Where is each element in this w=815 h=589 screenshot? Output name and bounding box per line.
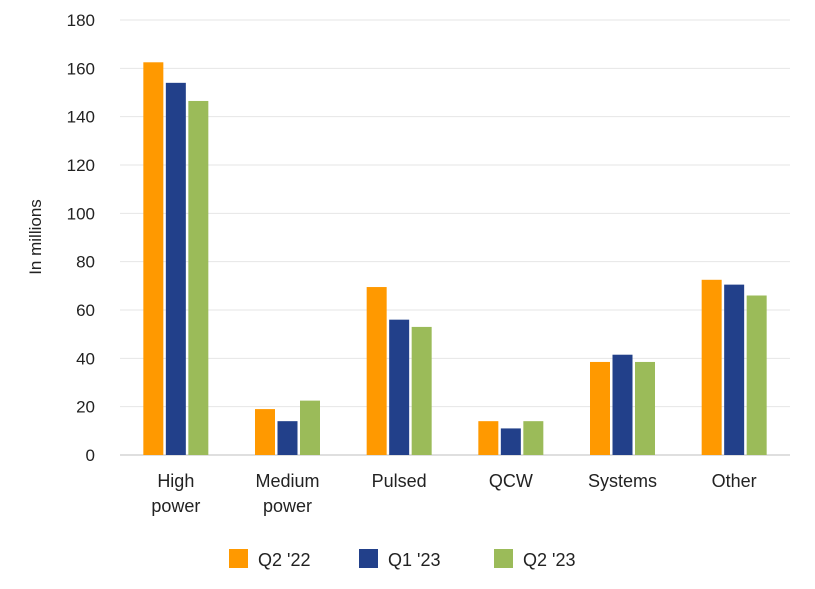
legend-item: Q2 '22 [229,549,310,570]
legend-label: Q2 '22 [258,550,310,570]
legend-swatch [229,549,248,568]
bar [300,400,320,455]
x-tick-label: QCW [489,471,533,491]
bar [500,428,521,455]
bar [701,279,722,455]
bar [746,295,767,455]
y-tick-label: 180 [67,11,95,30]
y-tick-label: 40 [76,349,95,368]
x-tick-label: Other [712,471,757,491]
bar [277,421,298,455]
x-tick-label: Medium [255,471,319,491]
x-tick-label: Systems [588,471,657,491]
x-tick-label: power [263,496,312,516]
bar [165,82,186,455]
bar [366,287,387,455]
legend-item: Q2 '23 [494,549,575,570]
x-tick-label: High [157,471,194,491]
bar [478,421,499,455]
y-tick-label: 120 [67,156,95,175]
legend-label: Q2 '23 [523,550,575,570]
legend-swatch [359,549,378,568]
legend-swatch [494,549,513,568]
bar [590,361,610,455]
bar [724,284,745,455]
bar [612,354,633,455]
y-tick-label: 100 [67,204,95,223]
bar [255,409,275,455]
bar [523,421,544,455]
legend-label: Q1 '23 [388,550,440,570]
bar [188,100,209,455]
legend-item: Q1 '23 [359,549,440,570]
x-tick-label: Pulsed [372,471,427,491]
y-tick-label: 0 [86,446,95,465]
bar [143,62,164,456]
y-tick-label: 140 [67,108,95,127]
y-tick-label: 80 [76,253,95,272]
bar [635,361,655,455]
y-axis-label: In millions [26,199,45,275]
y-tick-label: 60 [76,301,95,320]
y-tick-label: 160 [67,59,95,78]
bar [411,326,432,455]
bar [389,319,410,455]
x-tick-label: power [151,496,200,516]
y-tick-label: 20 [76,398,95,417]
